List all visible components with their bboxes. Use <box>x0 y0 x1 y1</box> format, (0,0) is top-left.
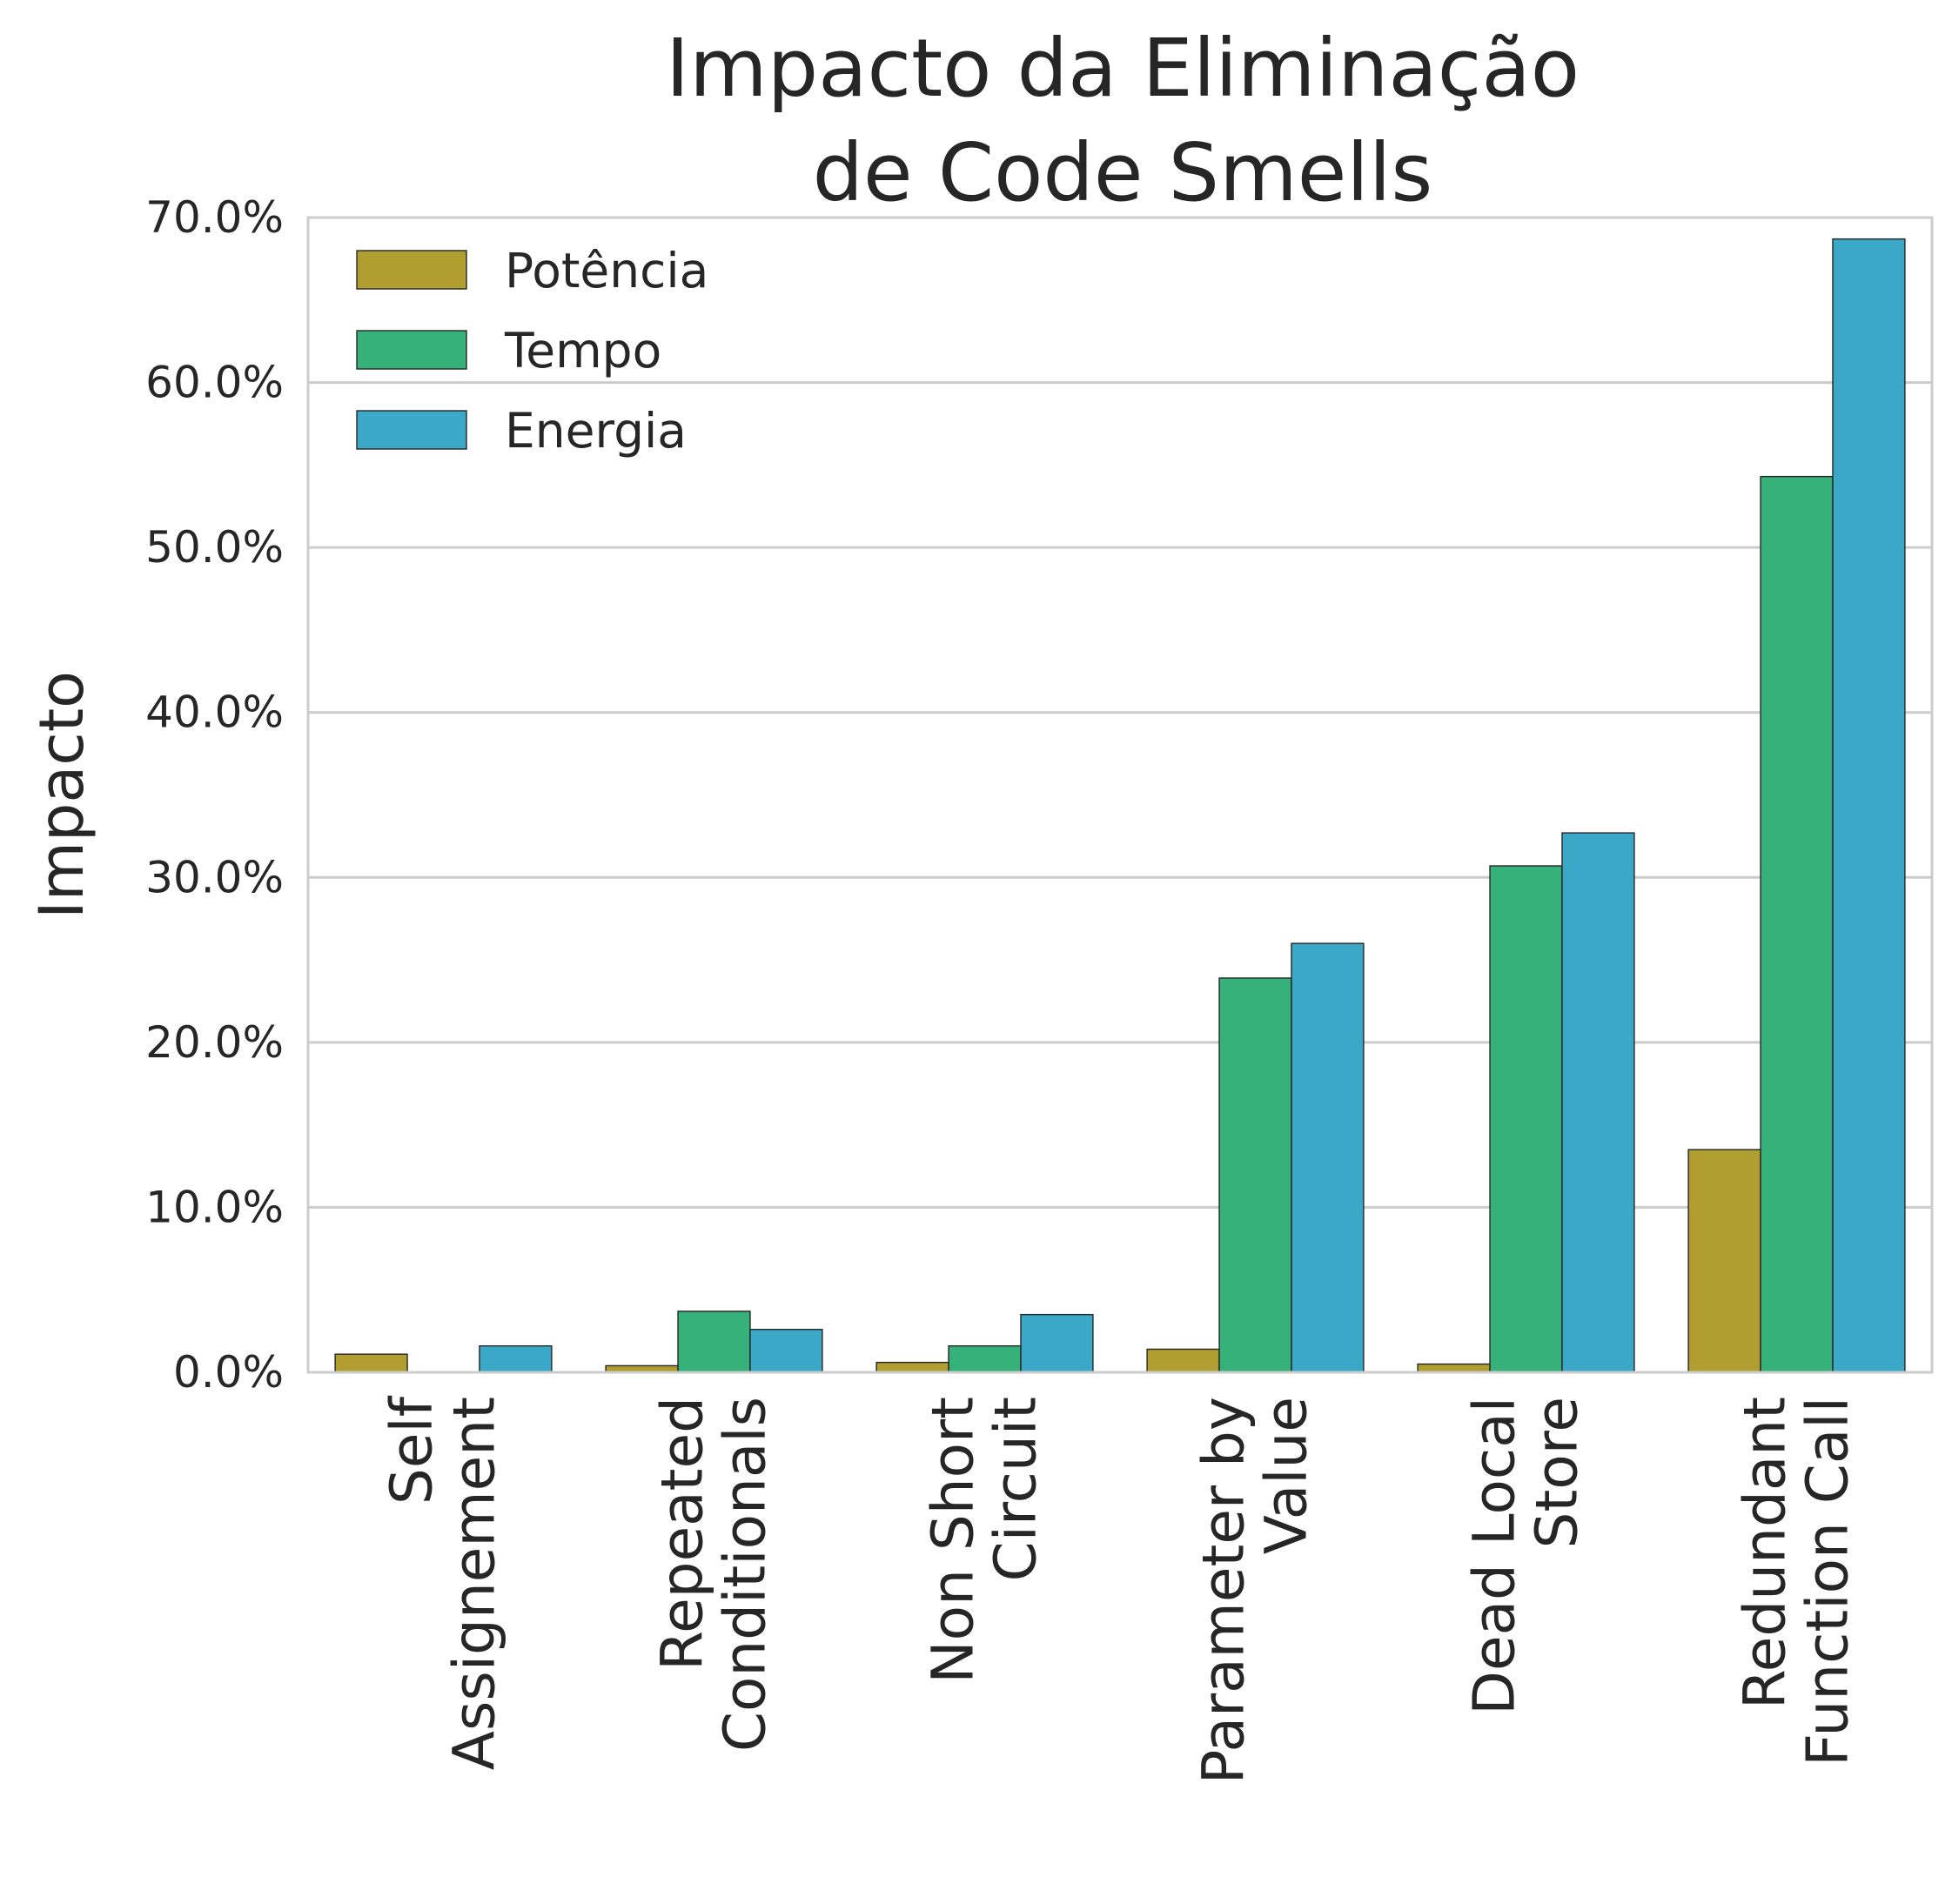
legend-swatch <box>356 330 467 370</box>
bar <box>1561 832 1635 1373</box>
y-tick-label: 0.0% <box>173 1347 284 1398</box>
y-axis-label: Impacto <box>26 671 97 919</box>
y-tick-label: 50.0% <box>145 522 284 573</box>
y-axis-title: Impacto <box>26 671 97 919</box>
x-category-label: Parameter by <box>1191 1397 1258 1784</box>
y-tick-label: 10.0% <box>145 1182 284 1232</box>
bar <box>1832 238 1906 1373</box>
y-tick-label: 20.0% <box>145 1017 284 1068</box>
bar <box>1020 1313 1094 1373</box>
bar <box>875 1361 949 1373</box>
bar <box>334 1353 408 1373</box>
legend-label: Potência <box>505 243 708 298</box>
x-category-label: Non Short <box>920 1397 987 1684</box>
chart-title-line: de Code Smells <box>813 126 1433 219</box>
legend: Potência Tempo Energia <box>356 243 708 459</box>
chart-title-line: Impacto da Eliminação <box>666 22 1580 115</box>
x-category-label: Repeated <box>649 1397 716 1671</box>
y-tick-label: 70.0% <box>145 192 284 243</box>
x-category-label: Dead Local <box>1461 1397 1528 1715</box>
x-category-label: Assignement <box>441 1397 508 1770</box>
bars <box>334 238 1906 1373</box>
bar <box>948 1344 1022 1373</box>
chart-title: Impacto da Eliminação de Code Smells <box>666 22 1580 219</box>
x-category-label: Conditionals <box>712 1397 779 1752</box>
plot-frame <box>306 216 1934 1374</box>
legend-swatch <box>356 250 467 290</box>
bar <box>677 1311 751 1373</box>
x-category-label: Redundant <box>1732 1397 1799 1709</box>
bar <box>1760 475 1834 1373</box>
legend-label: Tempo <box>504 323 661 379</box>
x-category-label: Store <box>1524 1397 1591 1548</box>
bar <box>1687 1149 1761 1373</box>
grid-lines <box>308 216 1932 1374</box>
y-tick-labels: 0.0% 10.0% 20.0% 30.0% 40.0% 50.0% 60.0% 70.0% <box>145 192 284 1398</box>
y-tick-label: 30.0% <box>145 852 284 902</box>
x-category-label: Function Call <box>1794 1397 1861 1767</box>
bar <box>1489 865 1563 1373</box>
y-tick-label: 40.0% <box>145 687 284 738</box>
legend-swatch <box>356 410 467 450</box>
bar <box>1218 977 1292 1373</box>
plot-border <box>306 216 1934 1374</box>
bar <box>749 1329 823 1373</box>
bar <box>1146 1348 1220 1373</box>
legend-label: Energia <box>505 403 687 459</box>
bar <box>479 1344 553 1373</box>
x-category-label: Circuit <box>983 1397 1050 1581</box>
y-tick-label: 60.0% <box>145 358 284 408</box>
bar <box>1291 942 1365 1373</box>
x-category-label: Value <box>1253 1397 1320 1554</box>
x-category-label: Self <box>379 1395 446 1505</box>
